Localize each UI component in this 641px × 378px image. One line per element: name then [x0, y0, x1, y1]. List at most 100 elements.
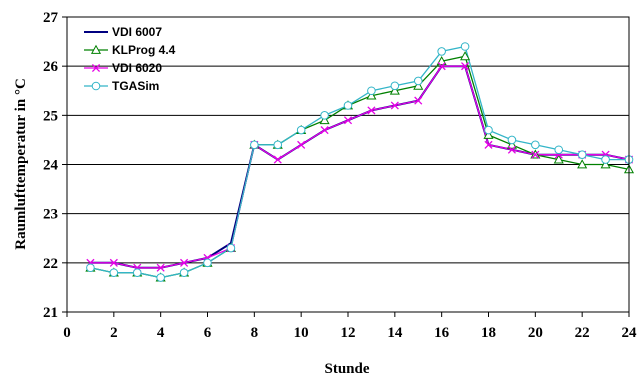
- data-point: [460, 51, 471, 61]
- data-point: [343, 116, 353, 125]
- legend: VDI 6007 KLProg 4.4 VDI 6020 TGASim: [84, 25, 176, 93]
- data-point: [601, 155, 610, 164]
- marker-stroke: [320, 126, 329, 135]
- data-point: [577, 150, 587, 159]
- x-tick-label: 18: [481, 325, 496, 341]
- data-point: [296, 125, 306, 135]
- data-point: [413, 76, 423, 86]
- marker-stroke: [109, 258, 118, 267]
- data-point: [600, 159, 611, 169]
- data-point: [156, 263, 165, 272]
- axes: [62, 16, 630, 317]
- y-tick-label: 24: [43, 158, 59, 174]
- y-tick-label: 26: [43, 59, 59, 75]
- x-tick-label: 10: [294, 325, 309, 341]
- data-point: [507, 145, 516, 154]
- data-point: [179, 268, 189, 277]
- x-tick-label: 14: [387, 325, 403, 341]
- data-point: [86, 263, 95, 273]
- y-tick-label: 21: [43, 305, 58, 321]
- data-point: [460, 42, 470, 51]
- x-tick-label: 0: [63, 325, 71, 341]
- data-point: [320, 111, 329, 120]
- marker-stroke: [531, 150, 540, 159]
- plot-frame: [66, 16, 630, 313]
- marker-stroke: [414, 96, 423, 105]
- legend-label: VDI 6020: [112, 61, 162, 75]
- data-point: [484, 140, 493, 149]
- data-point: [320, 126, 329, 135]
- data-point: [226, 243, 236, 253]
- data-point: [554, 145, 564, 155]
- series-line: [90, 45, 629, 279]
- y-tick-label: 27: [43, 10, 59, 26]
- marker-stroke: [437, 62, 446, 71]
- data-point: [367, 106, 376, 115]
- y-tick-label: 23: [43, 207, 58, 223]
- legend-label: TGASim: [112, 79, 159, 93]
- data-point: [437, 47, 446, 56]
- marker-stroke: [390, 101, 399, 110]
- marker-stroke: [180, 258, 189, 267]
- marker-stroke: [367, 106, 376, 115]
- data-point: [390, 101, 399, 110]
- data-point: [484, 125, 493, 135]
- data-point: [461, 62, 470, 71]
- marker-stroke: [91, 63, 101, 73]
- marker-stroke: [461, 62, 470, 71]
- data-point: [132, 268, 142, 277]
- data-point: [390, 81, 400, 91]
- data-point: [577, 159, 588, 169]
- data-point: [156, 273, 165, 282]
- data-point: [109, 258, 118, 267]
- y-tick-label: 25: [43, 108, 58, 124]
- x-tick-label: 16: [434, 325, 450, 341]
- y-tick-label: 22: [43, 256, 58, 272]
- x-tick-label: 2: [110, 325, 118, 341]
- data-point: [250, 140, 259, 150]
- data-point: [273, 155, 282, 164]
- marker-stroke: [273, 155, 282, 164]
- marker-stroke: [484, 140, 493, 149]
- data-point: [109, 268, 119, 277]
- series-layer: [85, 42, 635, 282]
- marker-stroke: [507, 145, 516, 154]
- data-point: [483, 129, 494, 139]
- x-tick-label: 20: [528, 325, 543, 341]
- x-tick-label: 8: [251, 325, 259, 341]
- data-point: [553, 154, 564, 164]
- legend-marker: [91, 81, 101, 91]
- series-line: [90, 65, 630, 269]
- series-line: [90, 65, 630, 269]
- legend-label: KLProg 4.4: [112, 43, 176, 57]
- y-axis-title: Raumlufttemperatur in °C: [13, 78, 29, 250]
- data-point: [531, 150, 540, 159]
- data-point: [366, 90, 377, 100]
- data-point: [273, 140, 283, 150]
- legend-marker: [90, 44, 102, 54]
- x-tick-label: 12: [341, 325, 356, 341]
- data-point: [389, 85, 400, 95]
- data-point: [507, 135, 517, 145]
- data-point: [297, 140, 306, 149]
- marker-stroke: [156, 263, 165, 272]
- data-point: [180, 258, 189, 267]
- legend-label: VDI 6007: [112, 25, 162, 39]
- x-tick-label: 24: [622, 325, 638, 341]
- data-point: [531, 140, 540, 150]
- data-point: [506, 139, 517, 149]
- data-point: [413, 80, 424, 90]
- data-point: [203, 258, 212, 268]
- data-point: [437, 62, 446, 71]
- marker-stroke: [343, 116, 353, 125]
- series-line: [90, 55, 630, 279]
- data-point: [414, 96, 423, 105]
- x-axis-title: Stunde: [324, 361, 369, 377]
- x-tick-label: 4: [157, 325, 165, 341]
- legend-marker: [91, 63, 101, 73]
- x-tick-label: 6: [204, 325, 212, 341]
- x-tick-label: 22: [575, 325, 590, 341]
- data-point: [367, 86, 376, 96]
